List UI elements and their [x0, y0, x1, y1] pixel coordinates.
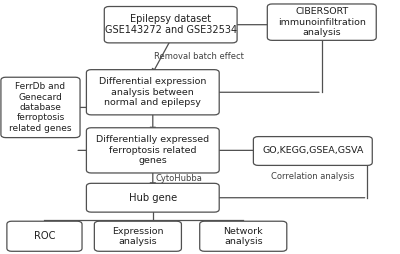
FancyBboxPatch shape [253, 137, 372, 165]
Text: GO,KEGG,GSEA,GSVA: GO,KEGG,GSEA,GSVA [262, 147, 364, 155]
Text: CIBERSORT
immunoinfiltration
analysis: CIBERSORT immunoinfiltration analysis [278, 7, 366, 37]
Text: ROC: ROC [34, 231, 55, 241]
FancyBboxPatch shape [267, 4, 376, 40]
FancyBboxPatch shape [104, 7, 237, 43]
Text: Expression
analysis: Expression analysis [112, 227, 164, 246]
Text: Network
analysis: Network analysis [224, 227, 263, 246]
FancyBboxPatch shape [94, 221, 182, 251]
Text: Correlation analysis: Correlation analysis [271, 172, 354, 181]
Text: Epilepsy dataset
GSE143272 and GSE32534: Epilepsy dataset GSE143272 and GSE32534 [105, 14, 237, 36]
FancyBboxPatch shape [86, 128, 219, 173]
Text: FerrDb and
Genecard
database
ferroptosis
related genes: FerrDb and Genecard database ferroptosis… [9, 82, 72, 133]
FancyBboxPatch shape [7, 221, 82, 251]
FancyBboxPatch shape [1, 77, 80, 138]
Text: Removal batch effect: Removal batch effect [154, 52, 244, 61]
Text: Hub gene: Hub gene [129, 193, 177, 203]
FancyBboxPatch shape [86, 70, 219, 115]
Text: Differentially expressed
ferroptosis related
genes: Differentially expressed ferroptosis rel… [96, 135, 209, 165]
Text: CytoHubba: CytoHubba [155, 174, 202, 183]
FancyBboxPatch shape [86, 183, 219, 212]
FancyBboxPatch shape [200, 221, 287, 251]
Text: Differential expression
analysis between
normal and epilepsy: Differential expression analysis between… [99, 77, 206, 107]
